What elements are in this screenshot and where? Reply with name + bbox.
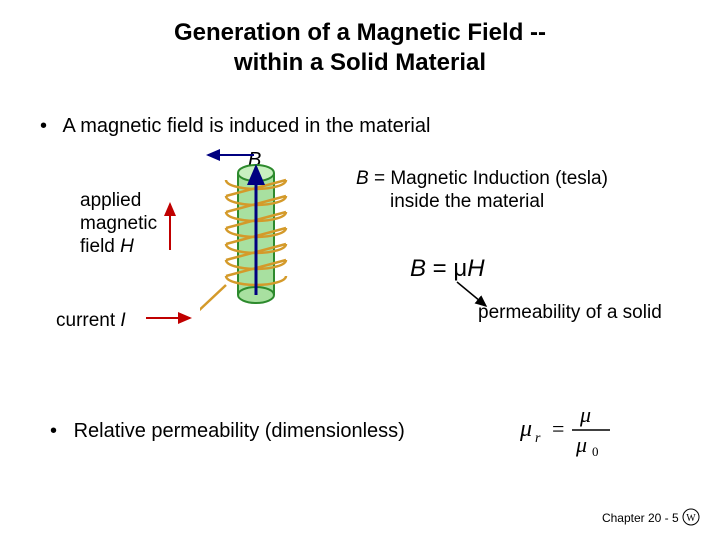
logo-icon: W — [682, 508, 700, 526]
arrows-overlay — [0, 0, 720, 540]
svg-text:W: W — [686, 513, 696, 524]
footer: Chapter 20 - 5 W — [602, 508, 700, 526]
footer-text: Chapter 20 - 5 — [602, 511, 679, 525]
